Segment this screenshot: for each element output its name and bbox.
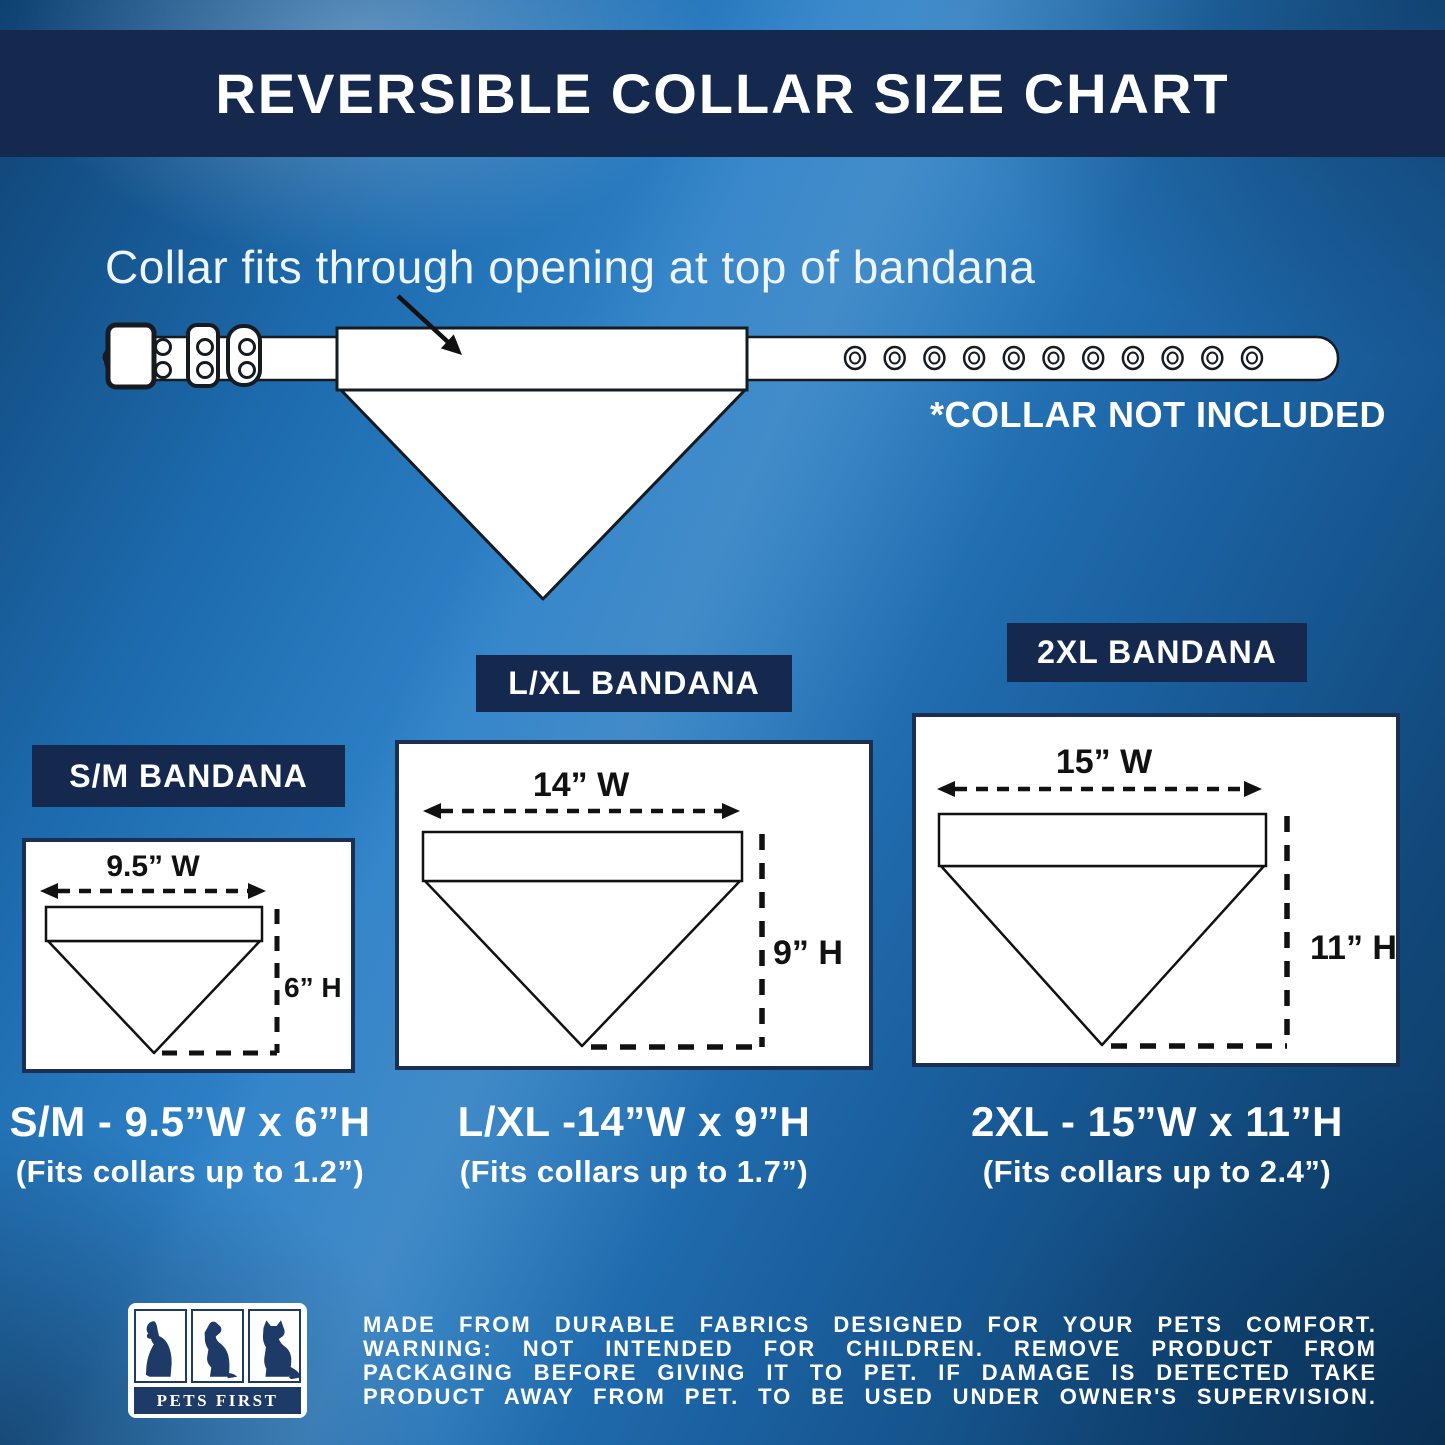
footer-line-1: MADE FROM DURABLE FABRICS DESIGNED FOR Y…	[363, 1312, 1377, 1337]
footer-line-3: PACKAGING BEFORE GIVING IT TO PET. IF DA…	[363, 1360, 1377, 1385]
sm-width-label: 9.5” W	[106, 850, 200, 883]
sm-height-label: 6” H	[284, 972, 342, 1003]
sm-bandana-label: S/M BANDANA	[32, 745, 345, 807]
dog-silhouette-2-icon	[204, 1321, 237, 1379]
logo-dog-panels	[134, 1309, 301, 1383]
2xl-size-box: 15” W 11” H	[912, 713, 1400, 1067]
footer-line-4: PRODUCT AWAY FROM PET. TO BE USED UNDER …	[363, 1384, 1377, 1409]
lxl-size-box: 14” W 9” H	[395, 740, 873, 1070]
2xl-bandana-drawing	[937, 781, 1290, 1049]
lxl-caption: L/XL -14”W x 9”H	[457, 1098, 811, 1145]
bandana-sleeve	[335, 326, 749, 392]
collar-not-included-note: *COLLAR NOT INCLUDED	[930, 394, 1386, 435]
pets-first-logo: PETS FIRST	[128, 1303, 307, 1418]
logo-dog-1-panel	[134, 1309, 187, 1383]
lxl-bandana-drawing	[421, 803, 765, 1050]
collar-bandana-diagram	[102, 294, 1340, 601]
collar-eyelets	[843, 345, 1264, 371]
footer-line-2: WARNING: NOT INTENDED FOR CHILDREN. REMO…	[363, 1336, 1377, 1361]
logo-dog-2-panel	[191, 1309, 244, 1383]
logo-wordmark: PETS FIRST	[156, 1390, 279, 1410]
buckle-frame	[105, 322, 157, 390]
2xl-bandana-label-text: 2XL BANDANA	[1037, 634, 1277, 670]
lxl-height-label: 9” H	[773, 934, 843, 972]
page-title: REVERSIBLE COLLAR SIZE CHART	[215, 62, 1230, 125]
2xl-width-label: 15” W	[1055, 743, 1153, 781]
sm-fits-note: (Fits collars up to 1.2”)	[15, 1154, 365, 1189]
dog-silhouette-3-icon	[262, 1320, 301, 1380]
lxl-bandana-label-text: L/XL BANDANA	[508, 665, 760, 701]
lxl-fits-note: (Fits collars up to 1.7”)	[459, 1154, 809, 1189]
opening-pointer-arrow	[396, 294, 462, 355]
2xl-fits-note: (Fits collars up to 2.4”)	[982, 1154, 1332, 1189]
lxl-bandana-label: L/XL BANDANA	[476, 655, 792, 712]
logo-dog-3-panel	[248, 1309, 301, 1383]
sm-caption: S/M - 9.5”W x 6”H	[9, 1098, 371, 1145]
bandana-triangle	[339, 388, 747, 601]
hero-caption: Collar fits through opening at top of ba…	[105, 241, 1036, 293]
2xl-height-label: 11” H	[1310, 929, 1397, 967]
dog-silhouette-1-icon	[145, 1321, 172, 1377]
2xl-caption: 2XL - 15”W x 11”H	[971, 1098, 1343, 1145]
sm-size-box: 9.5” W 6” H	[22, 838, 355, 1073]
sm-bandana-drawing	[40, 883, 280, 1056]
logo-name-bar: PETS FIRST	[134, 1387, 301, 1414]
2xl-caption-block: 2XL - 15”W x 11”H (Fits collars up to 2.…	[922, 1098, 1392, 1190]
sm-caption-block: S/M - 9.5”W x 6”H (Fits collars up to 1.…	[8, 1098, 372, 1190]
lxl-width-label: 14” W	[532, 766, 630, 804]
buckle-holes	[154, 338, 256, 379]
2xl-bandana-label: 2XL BANDANA	[1007, 623, 1307, 682]
title-bar: REVERSIBLE COLLAR SIZE CHART	[0, 30, 1445, 157]
lxl-caption-block: L/XL -14”W x 9”H (Fits collars up to 1.7…	[399, 1098, 869, 1190]
footer-disclaimer: MADE FROM DURABLE FABRICS DESIGNED FOR Y…	[363, 1313, 1377, 1409]
sm-bandana-label-text: S/M BANDANA	[69, 757, 308, 794]
